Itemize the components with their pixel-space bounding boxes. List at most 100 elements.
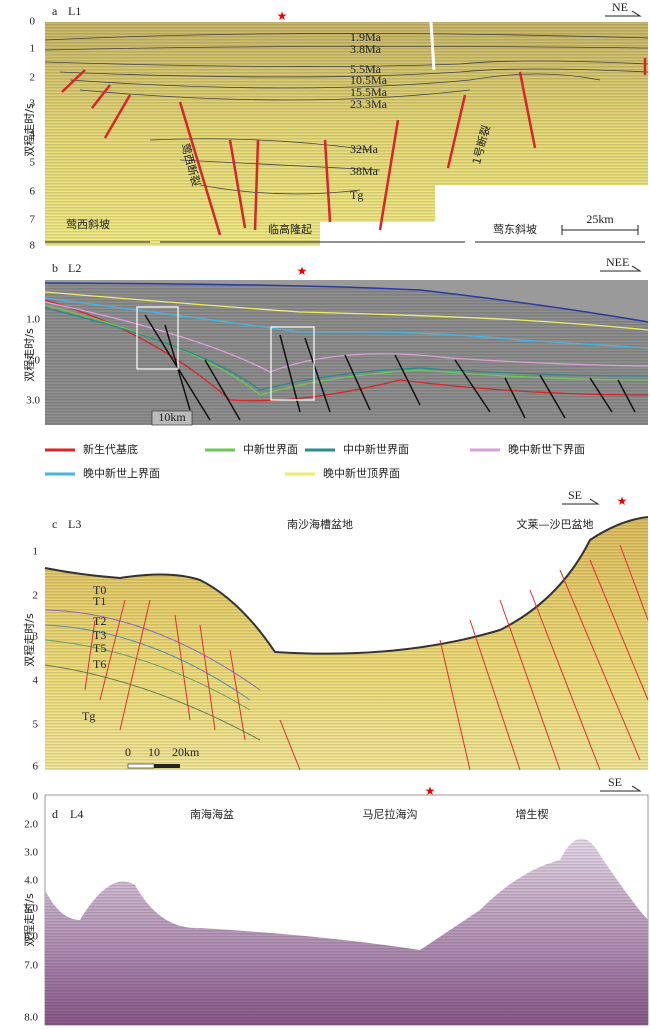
scale-label: 0 bbox=[125, 745, 131, 759]
horizon bbox=[44, 297, 649, 349]
faults bbox=[84, 544, 649, 771]
star: ★ bbox=[617, 494, 628, 508]
direction: SE bbox=[608, 775, 622, 789]
y-tick-label: 1 bbox=[33, 546, 39, 558]
horizon-label: T0 bbox=[93, 583, 106, 597]
age-label: 10.5Ma bbox=[350, 73, 388, 87]
legend-label: 中新世界面 bbox=[243, 442, 298, 456]
horizons bbox=[44, 609, 261, 741]
line-name: L4 bbox=[70, 807, 83, 821]
legend-label: 中中新世界面 bbox=[343, 442, 409, 456]
star: ★ bbox=[277, 9, 288, 23]
direction: NEE bbox=[606, 255, 629, 269]
y-tick-label: 3 bbox=[33, 631, 39, 643]
data-gap bbox=[429, 21, 436, 71]
direction: SE bbox=[568, 488, 582, 502]
y-tick-label: 4.0 bbox=[24, 875, 38, 887]
direction-arrow bbox=[562, 498, 600, 505]
line-name: L3 bbox=[68, 517, 81, 531]
panel-a: 双程走时/s 0 1 2 3 4 5 6 7 8 a L1 NE ★ 1.9Ma… bbox=[23, 0, 649, 252]
water-column bbox=[45, 280, 648, 322]
extent-arrows bbox=[45, 225, 645, 243]
region-label: 莺东斜坡 bbox=[493, 223, 537, 236]
y-tick-label: 8 bbox=[30, 240, 36, 252]
y-axis-label: 双程走时/s bbox=[23, 613, 36, 667]
y-tick-label: 8.0 bbox=[24, 1012, 38, 1024]
age-label: 5.5Ma bbox=[350, 62, 382, 76]
legend-label: 新生代基底 bbox=[83, 442, 138, 456]
y-tick-label: 7.0 bbox=[24, 960, 38, 972]
seismic-texture bbox=[45, 838, 648, 1025]
panel-label: b bbox=[52, 261, 58, 275]
y-tick-label: 4 bbox=[33, 675, 39, 687]
scale-bar bbox=[154, 764, 180, 768]
y-tick-label: 3 bbox=[30, 98, 36, 110]
faults bbox=[61, 58, 647, 236]
scale-bar bbox=[127, 763, 155, 769]
age-label: 23.3Ma bbox=[350, 97, 388, 111]
region-label: 南海海盆 bbox=[190, 807, 234, 821]
age-label: 15.5Ma bbox=[350, 85, 388, 99]
region-label: 南沙海槽盆地 bbox=[287, 517, 353, 531]
direction-arrow bbox=[600, 785, 642, 792]
horizon bbox=[44, 291, 649, 331]
age-label: 32Ma bbox=[350, 142, 379, 156]
region-label: 文莱—沙巴盆地 bbox=[517, 517, 594, 531]
region-label: 临高隆起 bbox=[268, 222, 312, 236]
direction-arrow bbox=[600, 265, 642, 272]
horizon-label: T6 bbox=[93, 657, 106, 671]
panel-b: 双程走时/s 1.0 2.0 3.0 b L2 NEE ★ 10km 新生代基底… bbox=[23, 255, 649, 480]
y-tick-label: 2 bbox=[33, 590, 39, 602]
horizon bbox=[44, 307, 649, 391]
panel-d: 双程走时/s 0 2.0 3.0 4.0 5.0 6.0 7.0 8.0 d L… bbox=[23, 775, 649, 1026]
horizon-label: T1 bbox=[93, 594, 106, 608]
region-label: 马尼拉海沟 bbox=[363, 807, 418, 821]
seafloor bbox=[44, 282, 649, 323]
legend-label: 晚中新世顶界面 bbox=[323, 466, 400, 480]
highlight-box bbox=[270, 326, 315, 401]
age-label: 1.9Ma bbox=[350, 30, 382, 44]
direction-arrow bbox=[605, 10, 642, 17]
scale-label: 10km bbox=[158, 410, 186, 424]
scale-label: 20km bbox=[172, 745, 200, 759]
y-tick-label: 6.0 bbox=[24, 931, 38, 943]
horizon-label: Tg bbox=[82, 709, 95, 723]
panel-label: d bbox=[52, 807, 58, 821]
age-label: 38Ma bbox=[350, 164, 379, 178]
scale-label: 25km bbox=[586, 212, 614, 226]
y-tick-label: 7 bbox=[30, 214, 36, 226]
y-tick-label: 2.0 bbox=[26, 355, 40, 367]
y-tick-label: 6 bbox=[33, 761, 39, 773]
scale-label: 10 bbox=[148, 745, 160, 759]
y-tick-label: 6 bbox=[30, 186, 36, 198]
panel-c: 双程走时/s 1 2 3 4 5 6 c L3 SE ★ 南沙海槽盆地 文莱—沙… bbox=[23, 488, 649, 773]
direction: NE bbox=[612, 0, 628, 14]
y-tick-label: 5 bbox=[30, 157, 36, 169]
horizon-label: T5 bbox=[93, 641, 106, 655]
panel-label: a bbox=[52, 4, 58, 18]
y-tick-label: 5 bbox=[33, 719, 39, 731]
y-axis-label: 双程走时/s bbox=[23, 103, 36, 157]
y-axis-label: 双程走时/s bbox=[23, 893, 36, 947]
star: ★ bbox=[297, 264, 308, 278]
horizon bbox=[44, 301, 649, 373]
age-label: 3.8Ma bbox=[350, 42, 382, 56]
y-tick-label: 3.0 bbox=[26, 395, 40, 407]
age-label: Tg bbox=[350, 188, 363, 202]
y-tick-label: 5.0 bbox=[24, 903, 38, 915]
y-tick-label: 4 bbox=[30, 129, 36, 141]
blank-area bbox=[320, 185, 648, 246]
y-tick-label: 1.0 bbox=[26, 314, 40, 326]
y-tick-label: 0 bbox=[33, 791, 39, 803]
seafloor bbox=[44, 516, 649, 655]
horizon-label: T3 bbox=[93, 628, 106, 642]
horizon-label: T2 bbox=[93, 614, 106, 628]
y-tick-label: 3.0 bbox=[24, 847, 38, 859]
y-tick-label: 0 bbox=[30, 16, 36, 28]
y-axis-label: 双程走时/s bbox=[23, 328, 36, 382]
region-label: 增生楔 bbox=[516, 807, 549, 821]
y-tick-label: 2.0 bbox=[24, 819, 38, 831]
legend-label: 晚中新世下界面 bbox=[508, 442, 585, 456]
